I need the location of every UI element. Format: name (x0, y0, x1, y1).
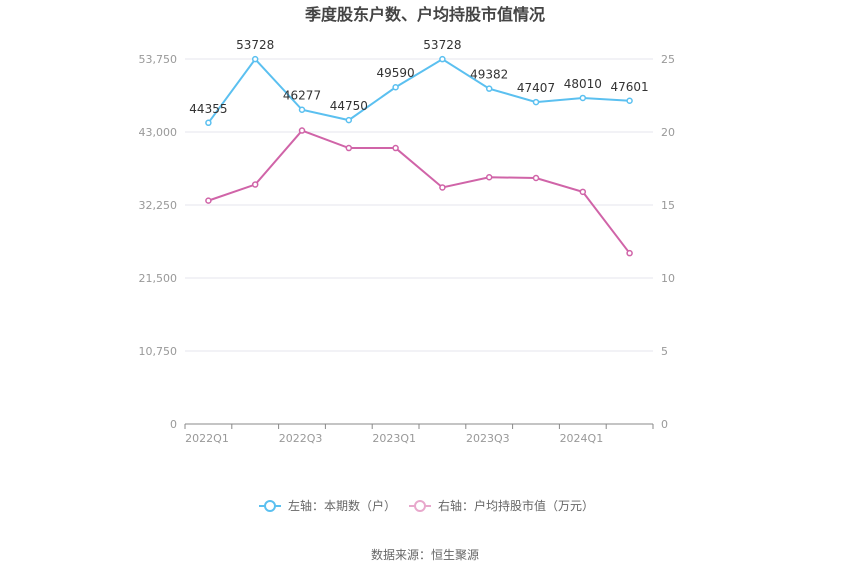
legend-label-left: 左轴：本期数（户） (288, 498, 396, 513)
data-label: 53728 (236, 38, 274, 52)
data-label: 47601 (611, 80, 649, 94)
legend-item-left-series[interactable]: 左轴：本期数（户） (259, 498, 396, 513)
x-tick-label: 2023Q1 (372, 432, 416, 445)
series-layer (205, 55, 633, 257)
right-y-tick-label: 5 (661, 345, 668, 358)
data-label: 44355 (189, 102, 227, 116)
legend-marker-right-icon (414, 500, 426, 512)
data-label: 46277 (283, 89, 321, 103)
data-point[interactable] (345, 144, 353, 152)
data-point[interactable] (251, 55, 259, 63)
data-point[interactable] (251, 181, 259, 188)
legend-marker-left-icon (264, 500, 276, 512)
data-point[interactable] (439, 184, 446, 191)
data-point[interactable] (298, 106, 306, 113)
data-point[interactable] (345, 116, 353, 124)
right-y-tick-label: 10 (661, 272, 675, 285)
x-tick-label: 2022Q3 (279, 432, 323, 445)
data-point[interactable] (298, 127, 306, 134)
data-point[interactable] (392, 83, 399, 91)
data-point[interactable] (579, 188, 587, 196)
x-tick-label: 2024Q1 (560, 432, 604, 445)
legend: 左轴：本期数（户） 右轴：户均持股市值（万元） (259, 498, 594, 513)
series-line-avg-holding-value (208, 129, 631, 254)
left-y-tick-label: 21,500 (139, 272, 178, 285)
left-y-tick-label: 10,750 (139, 345, 178, 358)
data-point[interactable] (626, 249, 633, 257)
right-y-tick-label: 25 (661, 53, 675, 66)
right-y-tick-label: 15 (661, 199, 675, 212)
data-labels: 44355 53728 46277 44750 49590 53728 49382 47407… (189, 38, 648, 116)
left-y-tick-label: 43,000 (139, 126, 178, 139)
data-point[interactable] (439, 55, 446, 63)
data-label: 47407 (517, 81, 555, 95)
left-y-tick-label: 32,250 (139, 199, 178, 212)
axes: 0 0 10,750 5 21,500 10 32,250 15 43,000 20 53,750 2… (139, 53, 676, 445)
data-point[interactable] (626, 97, 633, 105)
data-point[interactable] (205, 197, 212, 204)
left-y-tick-label: 53,750 (139, 53, 178, 66)
data-label: 48010 (564, 77, 602, 91)
right-y-tick-label: 20 (661, 126, 675, 139)
x-tick-label: 2023Q3 (466, 432, 510, 445)
legend-label-right: 右轴：户均持股市值（万元） (438, 498, 594, 513)
data-point[interactable] (532, 174, 540, 182)
right-y-tick-label: 0 (661, 418, 668, 431)
data-point[interactable] (485, 85, 493, 92)
data-point[interactable] (485, 174, 493, 181)
data-point[interactable] (579, 94, 587, 102)
series-line-shareholder-count (207, 57, 630, 124)
chart-title: 季度股东户数、户均持股市值情况 (304, 5, 545, 24)
data-source: 数据来源：恒生聚源 (371, 547, 479, 562)
data-point[interactable] (532, 98, 540, 106)
data-point[interactable] (205, 119, 212, 127)
legend-item-right-series[interactable]: 右轴：户均持股市值（万元） (409, 498, 594, 513)
grid (185, 58, 653, 352)
data-label: 53728 (423, 38, 461, 52)
data-label: 49590 (377, 66, 415, 80)
data-point[interactable] (392, 144, 399, 152)
data-label: 44750 (330, 99, 368, 113)
x-tick-label: 2022Q1 (185, 432, 229, 445)
data-label: 49382 (470, 68, 508, 82)
left-y-tick-label: 0 (170, 418, 177, 431)
